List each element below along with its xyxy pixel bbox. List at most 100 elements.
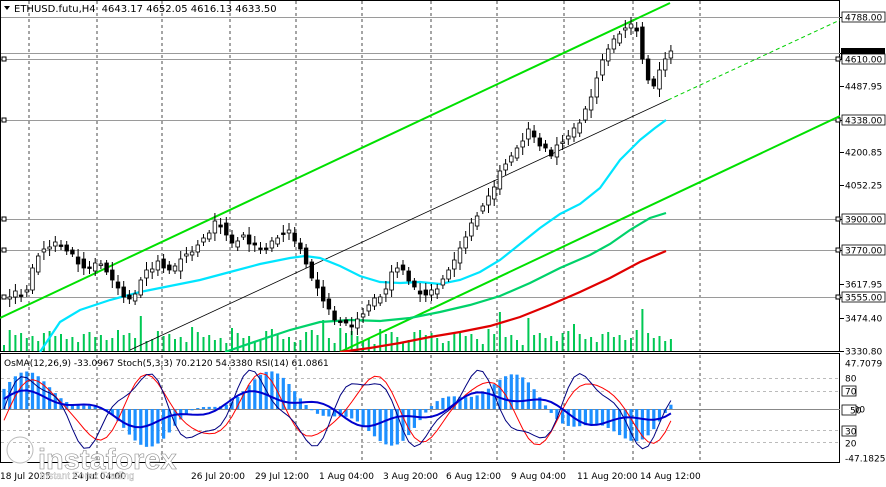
osma-bar	[355, 409, 359, 422]
ema-mid-line	[224, 211, 667, 352]
osma-bar	[338, 409, 342, 417]
candle-body	[195, 244, 200, 253]
volume-bar	[362, 341, 365, 351]
osma-bar	[350, 409, 354, 419]
candle-body	[434, 288, 440, 295]
osma-bar	[327, 409, 331, 417]
volume-bar	[316, 335, 319, 351]
volume-bar	[202, 337, 205, 351]
candle-body	[167, 264, 172, 271]
osma-bar	[122, 409, 126, 428]
candle-body	[206, 232, 212, 240]
candle-body	[406, 270, 411, 282]
watermark-brand: instaforex	[38, 444, 177, 476]
candle-body	[30, 267, 35, 291]
channel-mid	[129, 99, 669, 351]
volume-bar	[65, 339, 68, 351]
volume-bar	[299, 340, 302, 351]
candle-body	[53, 241, 58, 247]
volume-bar	[179, 337, 182, 351]
volume-bar	[134, 338, 137, 351]
volume-bar	[208, 335, 211, 351]
stoch-signal-line	[3, 372, 672, 446]
osma-bar	[481, 392, 485, 409]
dropdown-triangle-icon[interactable]	[4, 6, 10, 10]
volume-bar	[270, 329, 273, 351]
stoch-main-line	[3, 369, 672, 450]
volume-bar	[236, 333, 239, 351]
volume-bar	[305, 332, 308, 351]
volume-bar	[174, 339, 176, 351]
candle-body	[469, 222, 474, 237]
volume-bar	[533, 335, 536, 351]
osma-bar	[429, 406, 434, 409]
candle-body	[263, 247, 269, 250]
candle-body	[18, 294, 24, 297]
volume-bar	[407, 340, 410, 351]
volume-bar	[168, 334, 171, 351]
volume-bar	[225, 343, 228, 351]
volume-bar	[504, 337, 507, 351]
candle-body	[429, 289, 434, 296]
candle-body	[252, 242, 257, 246]
time-label: 9 Aug 04:00	[511, 472, 566, 482]
osma-bar	[298, 398, 302, 409]
volume-bar	[441, 343, 444, 351]
volume-bar	[658, 336, 661, 351]
osma-bar	[669, 404, 673, 409]
osma-bar	[384, 409, 388, 445]
volume-bar	[54, 336, 57, 351]
candle-body	[13, 290, 18, 298]
volume-bar	[196, 332, 199, 351]
candle-body	[355, 318, 360, 329]
candle-body	[41, 248, 47, 253]
osma-bar	[207, 406, 211, 409]
osma-bar	[600, 409, 605, 426]
volume-bar	[259, 339, 262, 351]
volume-bar	[573, 324, 575, 351]
volume-bar	[310, 330, 313, 351]
volume-bar	[669, 339, 672, 351]
price-level-box	[841, 213, 886, 225]
candle-body	[640, 26, 645, 60]
osma-bar	[504, 376, 508, 409]
candle-body	[155, 260, 161, 271]
volume-bar	[162, 336, 165, 351]
candle-body	[583, 108, 588, 121]
osma-bar	[390, 409, 394, 446]
candle-body	[144, 269, 149, 279]
candle-body	[75, 256, 81, 265]
osma-bar	[412, 409, 416, 428]
price-label: 3555.00	[845, 294, 882, 304]
time-label: 14 Aug 12:00	[640, 472, 701, 482]
channel-mid-extension	[667, 19, 840, 101]
osma-bar	[401, 409, 405, 441]
osma-bar	[48, 387, 52, 409]
time-axis: 18 Jul 2025 24 Jul 04:00 26 Jul 20:00 29 Ju…	[0, 472, 701, 482]
volume-bar	[111, 338, 114, 351]
volume-bar	[327, 338, 330, 351]
osma-bar	[618, 409, 622, 436]
price-label: 4338.00	[845, 117, 882, 127]
osma-bar	[361, 409, 365, 426]
oscillator-axis: 47.707980700.00503020-47.1825	[841, 360, 885, 465]
osma-bar	[469, 396, 473, 409]
volume-bar	[88, 332, 91, 351]
volume-bar	[94, 337, 97, 351]
volume-bar	[459, 331, 461, 351]
candle-body	[383, 288, 389, 295]
ema-slow-line	[339, 249, 667, 352]
price-axis: 4788.004633.504610.004487.954338.004200.…	[840, 11, 886, 358]
candle-body	[178, 258, 183, 272]
candle-body	[343, 319, 349, 324]
volume-bar	[322, 320, 325, 351]
price-label: 3770.00	[845, 247, 882, 257]
price-label: 3330.80	[845, 348, 882, 358]
volume-bar	[99, 335, 102, 351]
volume-bar	[213, 340, 216, 351]
candle-body	[611, 38, 617, 50]
osma-bar	[623, 409, 627, 439]
osma-bar	[253, 379, 257, 409]
candle-body	[110, 269, 115, 281]
